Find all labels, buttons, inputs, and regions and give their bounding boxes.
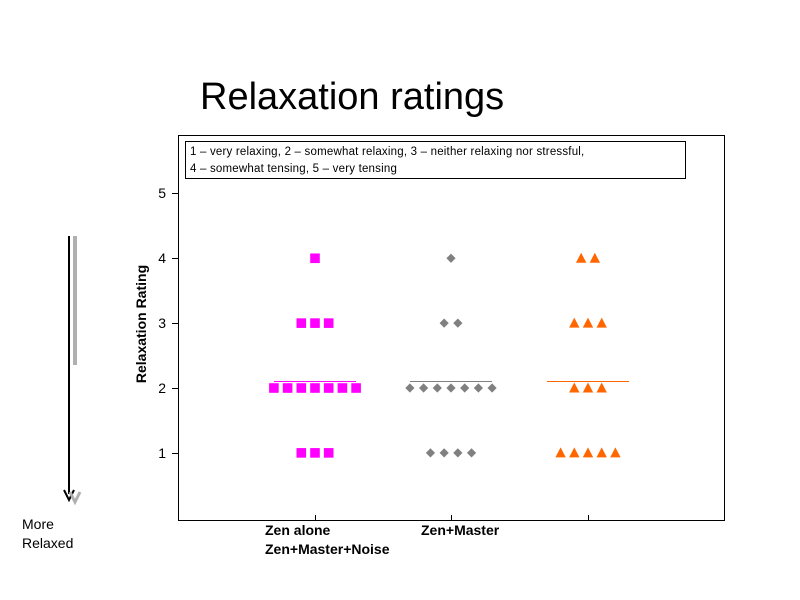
y-tick-4 xyxy=(172,258,178,259)
point-triangle-rating-4-1 xyxy=(575,252,587,263)
point-diamond-rating-1-4 xyxy=(466,448,477,458)
point-square-rating-2-6 xyxy=(337,383,348,393)
point-diamond-rating-2-5 xyxy=(460,383,470,393)
more-relaxed-arrow xyxy=(63,236,82,506)
y-tick-1 xyxy=(172,453,178,454)
point-square-rating-2-4 xyxy=(310,383,320,393)
point-triangle-rating-1-4 xyxy=(596,447,607,458)
point-triangle-rating-4-2 xyxy=(589,252,601,263)
point-square-rating-1-1 xyxy=(296,448,307,458)
point-square-rating-2-1 xyxy=(269,383,279,393)
y-tick-label-4: 4 xyxy=(158,250,166,266)
more-relaxed-label-line2: Relaxed xyxy=(22,535,74,551)
point-triangle-rating-1-5 xyxy=(610,447,621,458)
point-square-rating-1-2 xyxy=(310,448,320,458)
legend-line-2: 4 – somewhat tensing, 5 – very tensing xyxy=(190,163,398,175)
x-label-zen-alone: Zen alone xyxy=(265,522,331,538)
rating-scale-legend: 1 – very relaxing, 2 – somewhat relaxing… xyxy=(185,141,686,179)
point-square-rating-2-5 xyxy=(323,383,334,393)
point-diamond-rating-2-6 xyxy=(473,383,483,393)
point-triangle-rating-3-2 xyxy=(582,317,594,328)
point-diamond-rating-1-1 xyxy=(425,448,436,458)
point-square-rating-2-2 xyxy=(282,383,293,393)
more-relaxed-label-line1: More xyxy=(22,516,54,532)
point-diamond-rating-1-3 xyxy=(453,448,463,458)
x-tick-zen-master xyxy=(451,515,452,521)
y-tick-2 xyxy=(172,388,178,389)
chart-title: Relaxation ratings xyxy=(200,76,505,118)
x-label-zen-master-noise: Zen+Master+Noise xyxy=(265,541,390,557)
x-tick-end xyxy=(724,515,725,521)
point-triangle-rating-1-3 xyxy=(582,447,594,458)
point-square-rating-1-3 xyxy=(323,448,334,458)
legend-line-1: 1 – very relaxing, 2 – somewhat relaxing… xyxy=(190,146,585,158)
point-square-rating-2-7 xyxy=(351,383,361,393)
point-diamond-rating-3-1 xyxy=(439,318,449,328)
point-triangle-rating-2-3 xyxy=(596,382,607,393)
point-diamond-rating-2-7 xyxy=(487,383,497,393)
point-diamond-rating-2-4 xyxy=(446,383,456,393)
y-tick-5 xyxy=(172,193,178,194)
point-square-rating-4-1 xyxy=(310,253,320,264)
point-diamond-rating-3-2 xyxy=(453,318,463,328)
point-square-rating-3-1 xyxy=(296,318,307,328)
y-tick-label-1: 1 xyxy=(158,445,166,461)
x-tick-zen-alone xyxy=(315,515,316,521)
y-tick-3 xyxy=(172,323,178,324)
point-triangle-rating-3-1 xyxy=(569,317,580,328)
point-triangle-rating-2-1 xyxy=(569,382,580,393)
point-square-rating-3-2 xyxy=(310,318,320,328)
point-square-rating-2-3 xyxy=(296,383,307,393)
y-tick-label-5: 5 xyxy=(158,185,166,201)
point-diamond-rating-4-1 xyxy=(446,253,456,263)
point-diamond-rating-2-2 xyxy=(419,383,429,393)
point-diamond-rating-1-2 xyxy=(439,448,449,458)
point-square-rating-3-3 xyxy=(323,318,334,328)
x-tick-zen-master-noise xyxy=(588,515,589,521)
point-triangle-rating-1-2 xyxy=(569,447,580,458)
x-label-zen-master: Zen+Master xyxy=(421,522,500,538)
point-diamond-rating-2-1 xyxy=(405,383,415,393)
point-triangle-rating-2-2 xyxy=(582,382,594,393)
y-tick-label-3: 3 xyxy=(158,315,166,331)
y-tick-label-2: 2 xyxy=(158,380,166,396)
point-triangle-rating-3-3 xyxy=(596,317,607,328)
point-diamond-rating-2-3 xyxy=(432,383,442,393)
point-triangle-rating-1-1 xyxy=(555,447,566,458)
